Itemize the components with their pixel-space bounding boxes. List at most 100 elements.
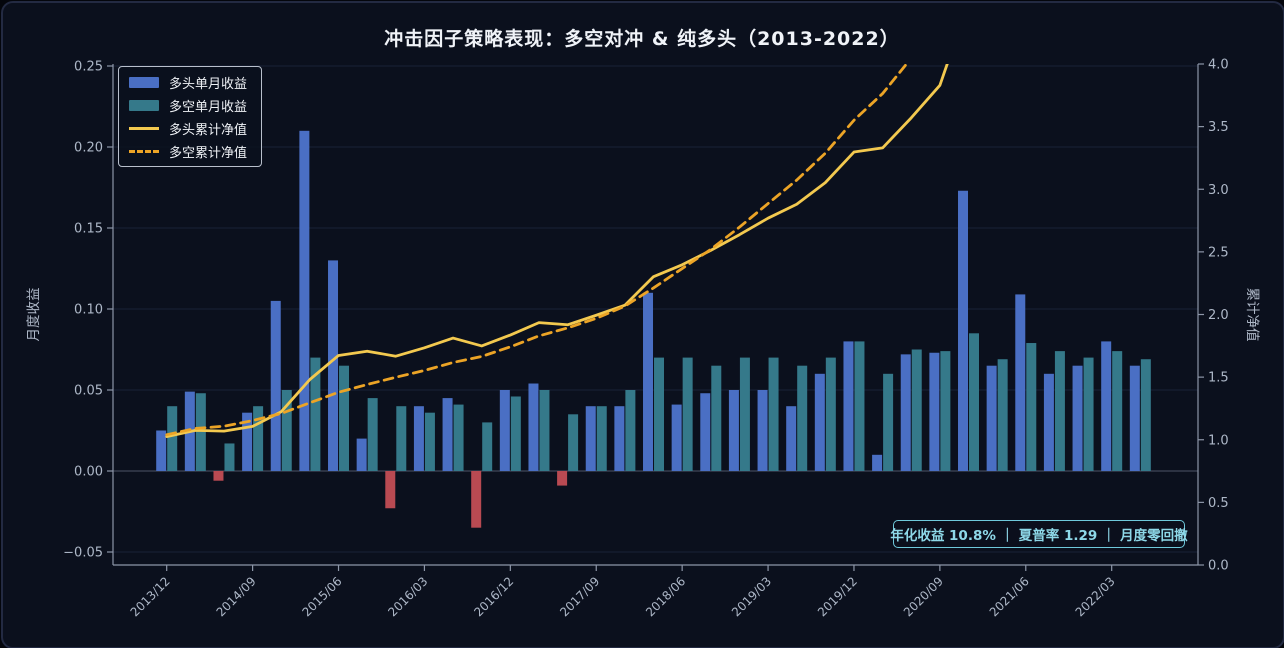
bar-long-2015/06: [328, 260, 339, 471]
bar-long-2017/12: [614, 406, 625, 471]
legend-bar-swatch: [129, 76, 159, 88]
right-tick-label: 1.5: [1208, 371, 1229, 386]
bar-short-2015/09: [367, 398, 378, 471]
bar-long-2016/03: [413, 406, 424, 471]
x-tick-label: 2021/06: [987, 574, 1032, 619]
left-tick-label: 0.25: [74, 60, 103, 75]
bar-short-2021/03: [997, 359, 1008, 471]
bar-long-2018/06: [671, 404, 682, 471]
right-tick-label: 2.5: [1208, 245, 1229, 260]
bar-short-2019/03: [768, 357, 779, 471]
bar-long-2016/12: [499, 390, 510, 471]
bar-long-2015/03: [299, 130, 310, 472]
bar-long-2019/06: [786, 406, 797, 471]
bar-short-2020/03: [883, 373, 894, 471]
bar-short-2016/09: [482, 422, 493, 471]
right-tick-label: 2.0: [1208, 308, 1229, 323]
legend-item-label: 多头单月收益: [169, 76, 248, 92]
performance-stats-badge: 年化收益 10.8% ｜ 夏普率 1.29 ｜ 月度零回撤: [890, 520, 1188, 548]
x-tick-label: 2013/12: [128, 574, 173, 619]
long-monthly-return-bars: [156, 130, 1140, 528]
bar-short-2018/09: [711, 365, 722, 471]
bar-long-2017/09: [585, 406, 596, 471]
chart-title: 冲击因子策略表现：多空对冲 & 纯多头（2013-2022）: [384, 28, 900, 50]
bar-short-2014/09: [253, 406, 264, 471]
bar-long-2017/06: [557, 471, 568, 486]
x-tick-label: 2019/03: [729, 574, 774, 619]
left-tick-label: −0.05: [63, 546, 103, 561]
legend-item-1: 多空单月收益: [129, 97, 248, 115]
right-tick-label: 0.5: [1208, 496, 1229, 511]
bar-short-2014/03: [195, 393, 206, 471]
bar-long-2014/06: [213, 471, 224, 481]
x-tick-label: 2014/09: [214, 574, 259, 619]
x-tick-label: 2017/09: [557, 574, 602, 619]
bar-short-2017/06: [568, 414, 579, 471]
bar-short-2015/03: [310, 357, 321, 471]
x-tick-label: 2016/12: [471, 574, 516, 619]
legend-bar-swatch: [129, 99, 159, 111]
bar-short-2021/12: [1083, 357, 1094, 471]
right-tick-label: 0.0: [1208, 559, 1229, 574]
bar-long-2021/06: [1015, 294, 1026, 471]
bar-short-2015/12: [396, 406, 407, 471]
left-axis-title: 月度收益: [26, 288, 42, 342]
right-axis-title: 累计净值: [1244, 288, 1260, 342]
legend-item-3: 多空累计净值: [129, 143, 248, 161]
left-tick-label: 0.00: [74, 465, 103, 480]
bar-short-2018/12: [739, 357, 750, 471]
bar-short-2016/06: [453, 404, 464, 471]
bar-long-2015/09: [356, 438, 367, 471]
bar-short-2017/09: [596, 406, 607, 471]
right-tick-label: 4.0: [1208, 58, 1229, 73]
bar-short-2014/06: [224, 443, 235, 471]
bar-long-2021/09: [1043, 373, 1054, 471]
x-tick-label: 2015/06: [299, 574, 344, 619]
right-tick-label: 3.0: [1208, 183, 1229, 198]
bar-short-2022/03: [1112, 351, 1123, 471]
bar-long-2013/12: [156, 430, 167, 471]
legend-line-swatch: [129, 126, 159, 130]
bar-long-2019/03: [757, 390, 768, 471]
bar-long-2019/09: [814, 373, 825, 471]
legend-item-label: 多空累计净值: [169, 145, 248, 161]
legend-item-label: 多头累计净值: [169, 122, 248, 138]
bar-long-2021/03: [986, 365, 997, 471]
bar-long-2022/03: [1101, 341, 1112, 471]
cumulative-long-line: [165, 64, 949, 439]
bar-long-2020/03: [872, 454, 883, 471]
bar-short-2020/09: [940, 351, 951, 471]
bar-long-2019/12: [843, 341, 854, 471]
bar-long-2020/09: [929, 352, 940, 471]
bar-short-2018/06: [682, 357, 693, 471]
bar-short-2019/12: [854, 341, 865, 471]
bar-short-2020/06: [911, 349, 922, 471]
legend-item-label: 多空单月收益: [169, 99, 248, 115]
right-tick-label: 1.0: [1208, 433, 1229, 448]
bar-short-2014/12: [281, 390, 292, 471]
right-tick-label: 3.5: [1208, 120, 1229, 135]
bar-short-2013/12: [167, 406, 178, 471]
x-axis-ticks: 2013/12 2014/09 2015/06 2016/03 2016/12 2017/…: [128, 565, 1118, 619]
x-tick-label: 2022/03: [1073, 574, 1118, 619]
right-axis-ticks: 4.0 3.5 3.0 2.5 2.0 1.5 1.0 0.5 0.0: [1198, 58, 1229, 574]
bar-short-2018/03: [654, 357, 665, 471]
longshort-monthly-return-bars: [167, 333, 1151, 471]
bar-long-2018/03: [643, 292, 654, 471]
x-tick-label: 2016/03: [385, 574, 430, 619]
bar-short-2021/06: [1026, 343, 1037, 471]
cumulative-longshort-line: [165, 64, 909, 437]
bar-long-2016/09: [471, 471, 482, 528]
bar-short-2015/06: [339, 365, 350, 471]
bar-long-2014/09: [242, 412, 253, 471]
left-tick-label: 0.05: [74, 384, 103, 399]
bar-long-2016/06: [442, 398, 453, 471]
bar-short-2016/03: [424, 412, 435, 471]
bar-long-2021/12: [1072, 365, 1083, 471]
legend-item-0: 多头单月收益: [129, 74, 248, 92]
x-tick-label: 2019/12: [815, 574, 860, 619]
left-tick-label: 0.10: [74, 303, 103, 318]
bar-long-2020/12: [958, 190, 969, 472]
